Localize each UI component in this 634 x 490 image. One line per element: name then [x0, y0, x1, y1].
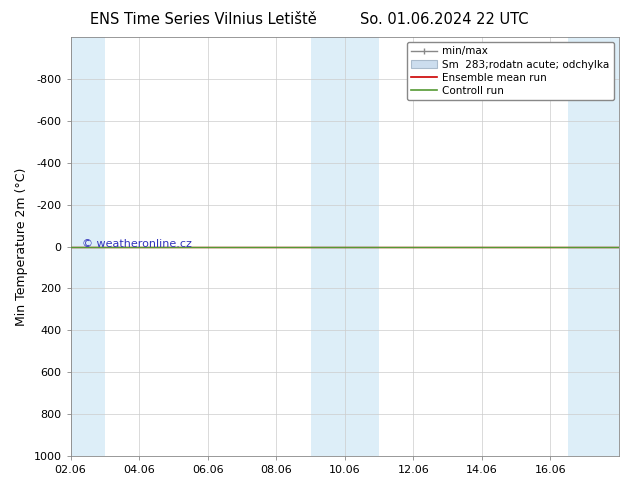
Y-axis label: Min Temperature 2m (°C): Min Temperature 2m (°C) — [15, 167, 28, 326]
Bar — [311, 37, 379, 456]
Bar — [70, 37, 105, 456]
Legend: min/max, Sm  283;rodatn acute; odchylka, Ensemble mean run, Controll run: min/max, Sm 283;rodatn acute; odchylka, … — [407, 42, 614, 100]
Text: © weatheronline.cz: © weatheronline.cz — [82, 240, 191, 249]
Text: ENS Time Series Vilnius Letiště: ENS Time Series Vilnius Letiště — [89, 12, 316, 27]
Text: So. 01.06.2024 22 UTC: So. 01.06.2024 22 UTC — [359, 12, 528, 27]
Bar — [567, 37, 619, 456]
